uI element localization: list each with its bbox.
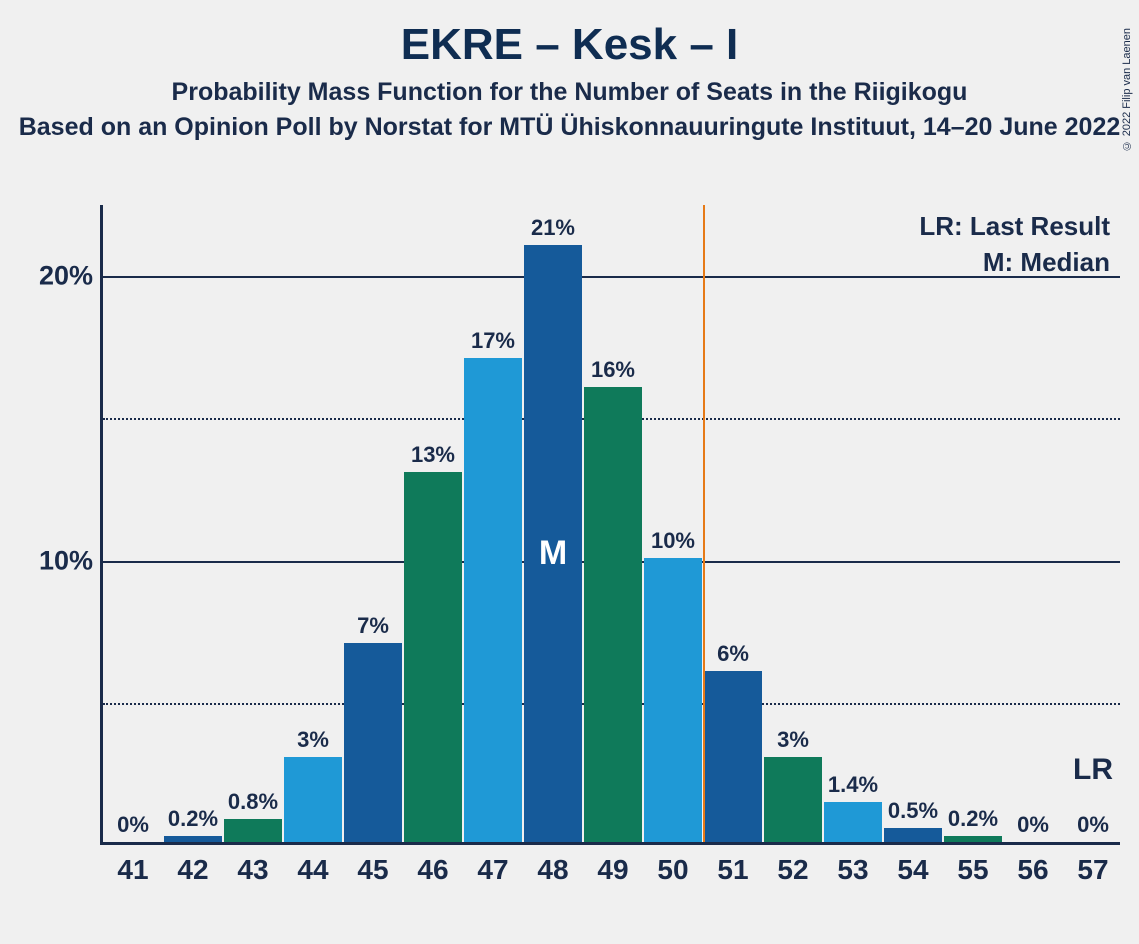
bar-value-label: 1.4%	[828, 772, 878, 802]
bar-value-label: 3%	[777, 727, 809, 757]
bar-value-label: 0.2%	[948, 806, 998, 836]
x-axis-label: 43	[237, 842, 268, 886]
bar-value-label: 0.8%	[228, 789, 278, 819]
bar-value-label: 16%	[591, 357, 635, 387]
bar-value-label: 17%	[471, 328, 515, 358]
bar-seat-49: 16%	[584, 387, 642, 842]
chart-source: Based on an Opinion Poll by Norstat for …	[0, 113, 1139, 142]
bar-seat-44: 3%	[284, 757, 342, 842]
bar-seat-45: 7%	[344, 643, 402, 842]
y-axis-label: 10%	[39, 545, 103, 576]
median-marker: M	[539, 534, 567, 573]
x-axis-label: 53	[837, 842, 868, 886]
copyright-text: © 2022 Filip van Laenen	[1121, 28, 1133, 151]
bar-seat-43: 0.8%	[224, 819, 282, 842]
bar-value-label: 10%	[651, 528, 695, 558]
x-axis-label: 54	[897, 842, 928, 886]
bar-value-label: 0.5%	[888, 798, 938, 828]
bar-value-label: 0%	[117, 812, 149, 842]
x-axis-label: 56	[1017, 842, 1048, 886]
x-axis-label: 41	[117, 842, 148, 886]
chart-subtitle: Probability Mass Function for the Number…	[0, 78, 1139, 107]
x-axis-label: 57	[1077, 842, 1108, 886]
bar-value-label: 0%	[1077, 812, 1109, 842]
x-axis-label: 51	[717, 842, 748, 886]
x-axis-label: 44	[297, 842, 328, 886]
majority-threshold-line	[703, 205, 705, 842]
chart-title: EKRE – Kesk – I	[0, 20, 1139, 70]
bar-value-label: 7%	[357, 613, 389, 643]
bar-seat-52: 3%	[764, 757, 822, 842]
bar-value-label: 13%	[411, 442, 455, 472]
x-axis-label: 52	[777, 842, 808, 886]
bar-value-label: 6%	[717, 641, 749, 671]
x-axis-label: 49	[597, 842, 628, 886]
x-axis-label: 55	[957, 842, 988, 886]
bar-seat-54: 0.5%	[884, 828, 942, 842]
bar-value-label: 0%	[1017, 812, 1049, 842]
bar-value-label: 0.2%	[168, 806, 218, 836]
bar-value-label: 21%	[531, 215, 575, 245]
bar-value-label: 3%	[297, 727, 329, 757]
chart-container: LR: Last Result M: Median 10%20%0%410.2%…	[30, 205, 1120, 905]
last-result-marker: LR	[1073, 753, 1113, 787]
bar-seat-47: 17%	[464, 358, 522, 842]
x-axis-label: 48	[537, 842, 568, 886]
bar-seat-46: 13%	[404, 472, 462, 842]
x-axis-label: 45	[357, 842, 388, 886]
plot-area: LR: Last Result M: Median 10%20%0%410.2%…	[100, 205, 1120, 845]
x-axis-label: 42	[177, 842, 208, 886]
legend-median: M: Median	[983, 247, 1110, 278]
x-axis-label: 47	[477, 842, 508, 886]
gridline	[103, 276, 1120, 278]
x-axis-label: 46	[417, 842, 448, 886]
bar-seat-51: 6%	[704, 671, 762, 842]
bar-seat-53: 1.4%	[824, 802, 882, 842]
bar-seat-50: 10%	[644, 558, 702, 842]
legend-last-result: LR: Last Result	[919, 211, 1110, 242]
y-axis-label: 20%	[39, 261, 103, 292]
x-axis-label: 50	[657, 842, 688, 886]
